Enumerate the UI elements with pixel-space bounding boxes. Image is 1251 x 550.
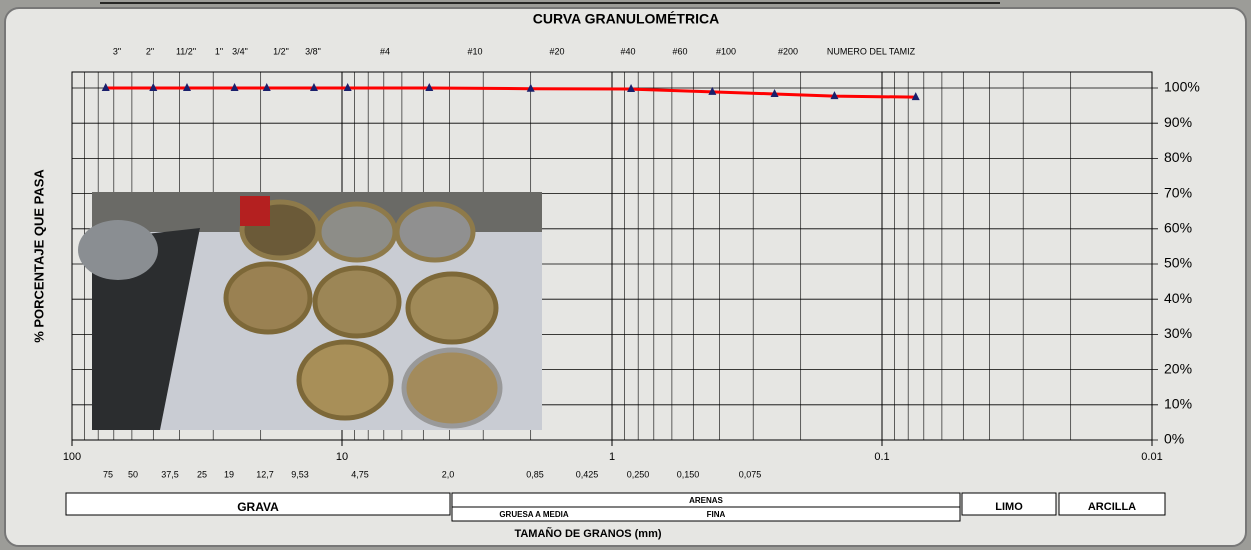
sieve-label: #4 (380, 46, 390, 56)
size-label: 25 (197, 469, 207, 479)
photo-inset (78, 192, 542, 430)
x-tick-label: 10 (336, 451, 348, 463)
y-tick-label: 40% (1164, 290, 1192, 306)
size-label: 0,85 (526, 469, 544, 479)
class-label: ARCILLA (1088, 501, 1136, 513)
sieve (404, 350, 500, 426)
y-tick-label: 50% (1164, 255, 1192, 271)
chart: CURVA GRANULOMÉTRICA % PORCENTAJE QUE PA… (0, 0, 1251, 550)
class-label: GRUESA A MEDIA (499, 510, 569, 519)
sieve-label: 3" (113, 46, 121, 56)
x-tick-label: 0.01 (1141, 451, 1162, 463)
y-tick-label: 60% (1164, 220, 1192, 236)
size-label: 75 (103, 469, 113, 479)
sieve (299, 342, 391, 418)
sieve-label: 1/2" (273, 46, 289, 56)
size-label: 9,53 (291, 469, 309, 479)
sieve (397, 204, 473, 260)
x-axis-label: TAMAÑO DE GRANOS (mm) (514, 527, 661, 540)
class-label: GRAVA (237, 500, 279, 514)
size-label: 0,425 (576, 469, 599, 479)
sieve-label: 3/4" (232, 46, 248, 56)
size-label: 50 (128, 469, 138, 479)
sieve-label: 3/8" (305, 46, 321, 56)
size-label: 0,075 (739, 469, 762, 479)
sieve (226, 264, 310, 332)
class-label: FINA (707, 510, 726, 519)
y-tick-label: 0% (1164, 431, 1184, 447)
sieve-label: #20 (549, 46, 564, 56)
sieve-label: 1" (215, 46, 223, 56)
sieve-label: #10 (467, 46, 482, 56)
y-tick-label: 100% (1164, 79, 1200, 95)
class-label: LIMO (995, 501, 1023, 513)
sieve (319, 204, 395, 260)
sieve-label: 11/2" (176, 46, 196, 56)
class-label: ARENAS (689, 496, 723, 505)
sieve-label: #40 (620, 46, 635, 56)
chart-title: CURVA GRANULOMÉTRICA (533, 11, 719, 27)
y-tick-label: 90% (1164, 114, 1192, 130)
y-axis-label: % PORCENTAJE QUE PASA (31, 169, 46, 343)
y-tick-label: 80% (1164, 149, 1192, 165)
sieve-label: 2" (146, 46, 154, 56)
sieve-label: #200 (778, 46, 798, 56)
photo-bowl (78, 220, 158, 280)
x-tick-label: 100 (63, 451, 81, 463)
sieve-label: NUMERO DEL TAMIZ (827, 46, 916, 56)
y-tick-label: 70% (1164, 184, 1192, 200)
size-label: 12,7 (256, 469, 274, 479)
sieve-label: #100 (716, 46, 736, 56)
x-tick-label: 0.1 (874, 451, 889, 463)
size-label: 37,5 (161, 469, 179, 479)
size-label: 19 (224, 469, 234, 479)
photo-cloth (240, 196, 270, 226)
sieve (408, 274, 496, 342)
x-tick-label: 1 (609, 451, 615, 463)
y-tick-label: 10% (1164, 396, 1192, 412)
size-label: 0,250 (627, 469, 650, 479)
size-label: 2,0 (442, 469, 455, 479)
sieve-label: #60 (672, 46, 687, 56)
y-tick-label: 30% (1164, 325, 1192, 341)
y-tick-label: 20% (1164, 360, 1192, 376)
page: {"chart_data": { "type": "line", "title"… (0, 0, 1251, 550)
sieve (315, 268, 399, 336)
size-label: 0,150 (677, 469, 700, 479)
size-label: 4,75 (351, 469, 369, 479)
